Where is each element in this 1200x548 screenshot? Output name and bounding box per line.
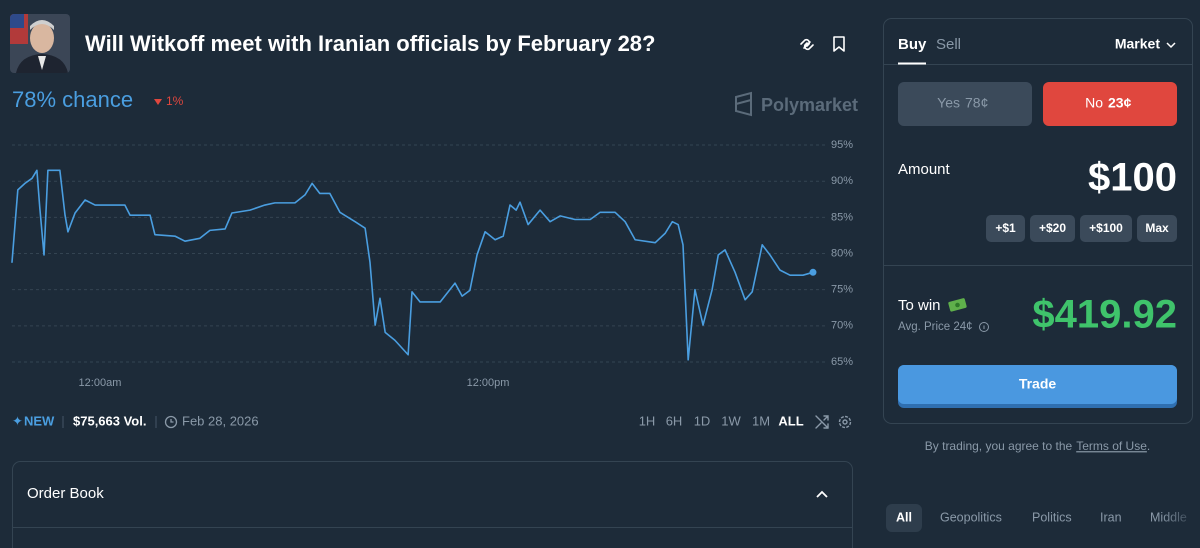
no-button[interactable]: No 23¢ (1043, 82, 1177, 126)
no-price[interactable]: 23¢ (1108, 95, 1132, 111)
range-button[interactable]: 1D (694, 413, 711, 428)
trade-panel (883, 18, 1193, 424)
increment-button-bg[interactable] (1080, 215, 1132, 242)
info-icon (979, 322, 989, 332)
change-down-icon (154, 99, 162, 105)
shuffle-button[interactable] (815, 415, 829, 429)
no-button-bg[interactable] (1043, 82, 1177, 126)
disclaimer: By trading, you agree to the (925, 439, 1073, 453)
price-line (11, 169, 814, 361)
y-tick-label: 85% (831, 211, 853, 223)
amount-input[interactable]: $100 (1088, 156, 1177, 200)
chance-change: 1% (166, 94, 184, 108)
to-win-amount: $419.92 (1032, 293, 1177, 337)
sell-tab[interactable]: Sell (936, 36, 961, 53)
yes-label[interactable]: Yes (937, 95, 960, 111)
money-icon (948, 298, 967, 312)
settings-button[interactable] (838, 415, 852, 429)
avg-price: Avg. Price 24¢ (898, 321, 973, 333)
bookmark-button[interactable] (833, 36, 845, 52)
increment-button-bg[interactable] (986, 215, 1025, 242)
range-button[interactable]: ALL (778, 413, 803, 428)
order-book-title[interactable]: Order Book (27, 485, 104, 502)
volume: $75,663 Vol. (73, 413, 146, 428)
tag[interactable]: Politics (1032, 510, 1072, 524)
dropdown-chevron (1166, 42, 1176, 49)
y-tick-label: 75% (831, 284, 853, 296)
range-button[interactable]: 1M (752, 413, 770, 428)
scroll-fade (1160, 500, 1200, 536)
order-type[interactable]: Market (1115, 36, 1160, 52)
market-title: Will Witkoff meet with Iranian officials… (85, 31, 656, 56)
copy-link-button[interactable] (800, 38, 814, 51)
increment-button[interactable]: +$1 (995, 221, 1016, 235)
yes-price[interactable]: 78¢ (965, 95, 988, 111)
current-point (809, 268, 817, 276)
yes-button-bg[interactable] (898, 82, 1032, 126)
order-book-panel (12, 461, 853, 548)
range-button[interactable]: 6H (666, 413, 683, 428)
y-tick-label: 90% (831, 175, 853, 187)
brand-logo (735, 91, 752, 117)
increment-button[interactable]: Max (1145, 221, 1169, 235)
clock-icon (164, 415, 178, 429)
amount-label: Amount (898, 161, 951, 178)
y-tick-label: 70% (831, 320, 853, 332)
chance: 78% chance (12, 87, 133, 112)
end-date: Feb 28, 2026 (182, 413, 259, 428)
x-tick-label: 12:00pm (467, 377, 510, 389)
yes-button[interactable]: Yes 78¢ (898, 82, 1032, 126)
tag[interactable]: Iran (1100, 510, 1122, 524)
increment-button-bg[interactable] (1030, 215, 1075, 242)
no-label[interactable]: No (1085, 95, 1103, 111)
tag-pill[interactable] (886, 504, 922, 532)
to-win-label: To win (898, 297, 941, 314)
disclaimer-period: . (1147, 439, 1150, 453)
y-tick-label: 80% (831, 247, 853, 259)
collapse-button[interactable] (816, 490, 828, 498)
new-plus: ✦ (12, 413, 23, 428)
range-button[interactable]: 1H (639, 413, 656, 428)
x-tick-label: 12:00am (79, 377, 122, 389)
buy-tab[interactable]: Buy (898, 36, 927, 53)
price-chart: 65% 70% 75% 80% 85% 90% 95% 12:00am 12:00pm (11, 139, 853, 389)
tag[interactable]: All (896, 510, 912, 524)
brand-name: Polymarket (761, 95, 858, 115)
new-badge: NEW (24, 413, 55, 428)
increment-button-bg[interactable] (1137, 215, 1177, 242)
trade-button[interactable]: Trade (1019, 376, 1057, 392)
market-avatar (10, 14, 70, 73)
increment-button[interactable]: +$100 (1089, 221, 1123, 235)
range-button[interactable]: 1W (721, 413, 741, 428)
tag[interactable]: Geopolitics (940, 510, 1002, 524)
y-tick-label: 65% (831, 356, 853, 368)
y-tick-label: 95% (831, 139, 853, 151)
terms-link[interactable]: Terms of Use (1076, 439, 1147, 453)
increment-button[interactable]: +$20 (1039, 221, 1066, 235)
trade-button-bg[interactable] (898, 365, 1177, 404)
